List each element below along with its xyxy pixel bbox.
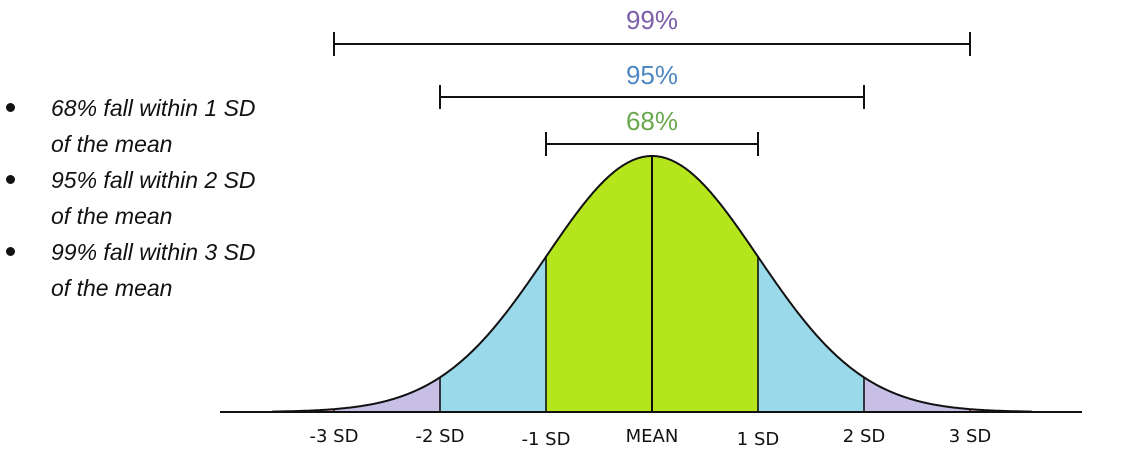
axis-tick-label: -1 SD [522,429,571,450]
axis-tick-label: -2 SD [416,426,465,447]
bullet-dot-icon [6,175,15,184]
bullet-line-2: of the mean [51,131,173,157]
axis-tick-label: 3 SD [949,426,991,447]
bullet-line-2: of the mean [51,275,173,301]
bullet-line-1: 95% fall within 2 SD [51,167,256,193]
bullet-line-1: 68% fall within 1 SD [51,95,256,121]
axis-tick-label: MEAN [626,426,679,447]
bullet-item: 95% fall within 2 SD of the mean [0,162,320,234]
region-2-3sd-right [864,377,970,412]
region-2-3sd-left [334,377,440,412]
bullet-line-1: 99% fall within 3 SD [51,239,256,265]
axis-tick-label: 2 SD [843,426,885,447]
bullet-line-2: of the mean [51,203,173,229]
range-percent-label: 95% [626,60,678,90]
bell-curve-outline [272,155,1032,413]
range-brackets: 99% 95% 68% [333,5,971,156]
axis-tick-labels: -3 SD -2 SD -1 SD MEAN 1 SD 2 SD 3 SD [310,426,992,450]
sd-boundary-lines [333,156,971,412]
bullet-list: 68% fall within 1 SD of the mean 95% fal… [0,90,320,306]
range-percent-label: 99% [626,5,678,35]
bullet-item: 99% fall within 3 SD of the mean [0,234,320,306]
bullet-dot-icon [6,103,15,112]
axis-tick-label: 1 SD [737,429,779,450]
bullet-dot-icon [6,247,15,256]
axis-tick-label: -3 SD [310,426,359,447]
range-percent-label: 68% [626,106,678,136]
bullet-item: 68% fall within 1 SD of the mean [0,90,320,162]
